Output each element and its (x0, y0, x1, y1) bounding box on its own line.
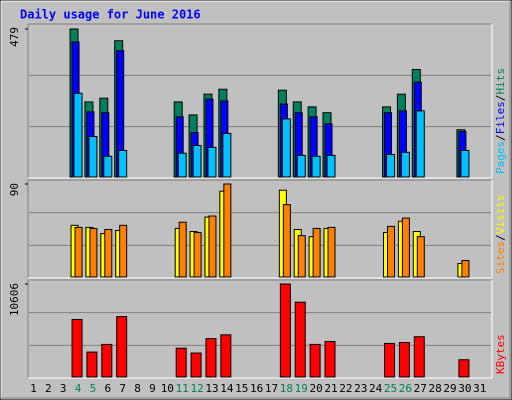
x-tick-label: 27 (414, 382, 427, 395)
x-tick-label: 13 (205, 382, 218, 395)
bar (326, 154, 336, 178)
x-tick-label: 20 (309, 382, 322, 395)
bar (88, 136, 98, 178)
x-tick-label: 9 (149, 382, 156, 395)
bar (312, 227, 321, 278)
bar (220, 334, 232, 378)
bar (178, 221, 187, 278)
bar (398, 341, 410, 378)
bar (71, 318, 83, 378)
bar (413, 336, 425, 378)
bar (416, 236, 425, 278)
x-tick-label: 28 (429, 382, 442, 395)
x-tick-label: 22 (339, 382, 352, 395)
x-tick-label: 18 (280, 382, 293, 395)
bar (89, 227, 98, 278)
x-tick-label: 4 (75, 382, 82, 395)
bar (309, 343, 321, 378)
x-tick-label: 15 (235, 382, 248, 395)
x-tick-label: 26 (399, 382, 412, 395)
bar (401, 217, 410, 278)
bar (223, 183, 232, 278)
bar (386, 153, 396, 178)
legend-separator: / (494, 234, 507, 241)
legend-entry: Sites (494, 241, 507, 274)
y-max-label: 479 (8, 27, 21, 47)
x-tick-label: 17 (265, 382, 278, 395)
bar (461, 259, 470, 278)
bar (207, 146, 217, 178)
bar (324, 341, 336, 378)
x-tick-label: 19 (295, 382, 308, 395)
legend-entry: Pages (494, 141, 507, 174)
legend: Sites/Visits (494, 195, 507, 275)
bar (279, 283, 291, 378)
bar (458, 359, 470, 378)
x-tick-label: 1 (30, 382, 37, 395)
bar (205, 338, 217, 378)
x-tick-label: 10 (161, 382, 174, 395)
y-max-label: 10606 (8, 283, 21, 316)
bar (192, 144, 202, 178)
bar (282, 204, 291, 278)
bar (86, 351, 98, 378)
bar (281, 118, 291, 178)
x-tick-label: 3 (60, 382, 67, 395)
x-tick-label: 23 (354, 382, 367, 395)
x-tick-label: 25 (384, 382, 397, 395)
bar (175, 347, 187, 378)
x-tick-label: 31 (473, 382, 486, 395)
bar (222, 132, 232, 178)
bar (384, 342, 396, 378)
chart-title: Daily usage for June 2016 (20, 8, 201, 22)
bar (460, 149, 470, 178)
bar (294, 301, 306, 378)
bar (387, 225, 396, 278)
bar (297, 235, 306, 278)
bar (193, 232, 202, 278)
legend-separator: / (494, 134, 507, 141)
bar (74, 226, 83, 278)
bar (415, 110, 425, 178)
legend-entry: Visits (494, 195, 507, 235)
x-tick-label: 30 (458, 382, 471, 395)
bar (177, 152, 187, 178)
x-tick-label: 21 (324, 382, 337, 395)
x-tick-label: 12 (190, 382, 203, 395)
legend-entry: KBytes (494, 334, 507, 374)
legend-entry: Hits (494, 68, 507, 95)
x-tick-label: 16 (250, 382, 263, 395)
legend-separator: / (494, 95, 507, 102)
bar (190, 352, 202, 378)
legend-entry: Files (494, 101, 507, 134)
bar (119, 224, 128, 278)
x-tick-label: 7 (119, 382, 126, 395)
legend: KBytes (494, 334, 507, 374)
bar (118, 149, 128, 178)
x-tick-label: 8 (134, 382, 141, 395)
bar (101, 343, 113, 378)
bar (116, 316, 128, 378)
bar (104, 228, 113, 278)
bar (103, 155, 113, 178)
bar (311, 155, 321, 178)
bar (327, 226, 336, 278)
y-max-label: 90 (8, 183, 21, 196)
x-tick-label: 5 (90, 382, 97, 395)
x-tick-label: 24 (369, 382, 383, 395)
bar (296, 154, 306, 178)
x-tick-label: 29 (443, 382, 456, 395)
bar (400, 151, 410, 178)
x-tick-label: 11 (176, 382, 189, 395)
legend: Pages/Files/Hits (494, 68, 507, 174)
x-tick-label: 6 (104, 382, 111, 395)
bar (208, 215, 217, 278)
x-tick-label: 14 (220, 382, 234, 395)
x-tick-label: 2 (45, 382, 52, 395)
bar (73, 92, 83, 178)
